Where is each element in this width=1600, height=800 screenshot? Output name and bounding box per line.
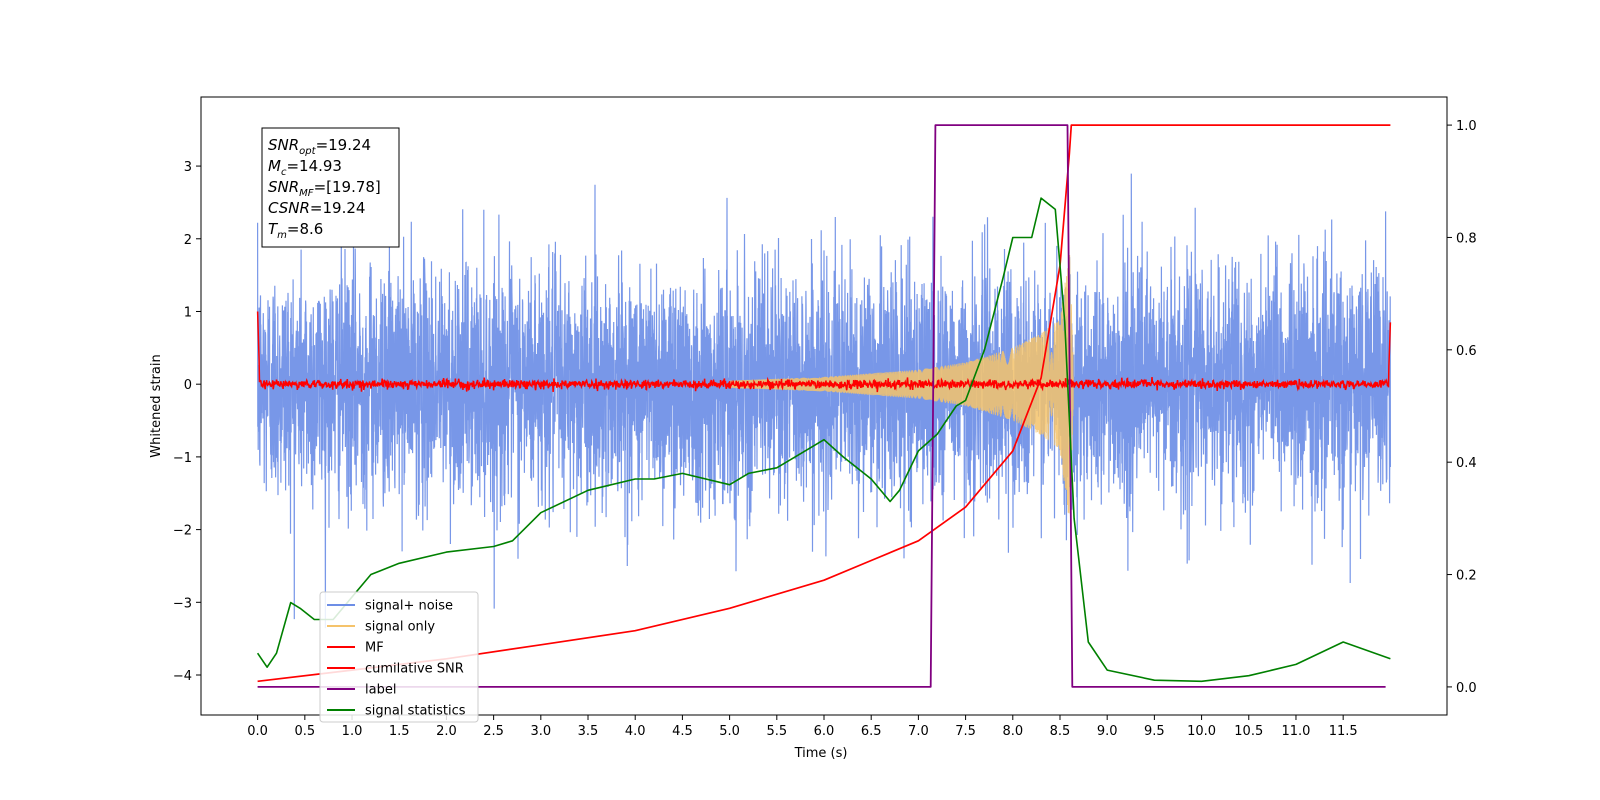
annotation-box: SNRopt=19.24Mc=14.93SNRMF=[19.78]CSNR=19… [261,127,400,248]
x-tick-label: 9.5 [1144,724,1165,739]
annotation-line: SNRopt=19.24 [268,136,371,157]
series-label [257,124,1386,688]
legend-entry: signal+ noise [365,599,453,614]
series-signal-statistics [256,197,1391,683]
x-tick-label: 7.0 [908,724,929,739]
x-tick-label: 4.0 [625,724,646,739]
x-tick-label: 6.5 [861,724,882,739]
annotation-line: CSNR=19.24 [268,199,365,217]
x-tick-label: 5.0 [719,724,740,739]
x-tick-label: 8.5 [1050,724,1071,739]
x-tick-label: 1.0 [342,724,363,739]
y2-tick-label: 0.0 [1456,681,1477,696]
y2-tick-label: 0.8 [1456,231,1477,246]
x-tick-label: 0.0 [247,724,268,739]
annotation-line: Mc=14.93 [268,157,342,178]
y-tick-label: −2 [173,524,192,539]
x-tick-label: 7.5 [955,724,976,739]
x-tick-label: 3.0 [530,724,551,739]
x-tick-label: 0.5 [294,724,315,739]
y-tick-label: 2 [184,233,192,248]
x-axis: 0.0 0.5 1.0 1.5 2.0 2.5 3.0 3.5 4.0 4.5 5.0 5.5 6.0 6… [247,715,1358,739]
y-axis-label: Whitened strain [149,354,164,457]
legend-entry: signal only [365,620,435,635]
legend: signal+ noise signal only MF cumilative SNR… [319,591,479,723]
x-axis-label: Time (s) [794,746,848,761]
y2-tick-label: 1.0 [1456,119,1477,134]
series-signal-noise [257,173,1391,629]
x-tick-label: 2.5 [483,724,504,739]
x-tick-label: 9.0 [1097,724,1118,739]
x-tick-label: 10.0 [1187,724,1216,739]
x-tick-label: 3.5 [578,724,599,739]
series-cumulative-snr [257,124,1391,683]
y-tick-label: −4 [173,669,192,684]
legend-entry: label [365,683,396,698]
y-tick-label: −3 [173,596,192,611]
y2-tick-label: 0.6 [1456,344,1477,359]
y-axis-right: 1.0 0.8 0.6 0.4 0.2 0.0 [1447,119,1477,696]
x-tick-label: 6.0 [814,724,835,739]
y-axis-left: 3 2 1 0 −1 −2 −3 −4 [173,160,201,684]
y-tick-label: −1 [173,451,192,466]
x-tick-label: 8.0 [1002,724,1023,739]
legend-entry: cumilative SNR [365,662,464,677]
y2-tick-label: 0.4 [1456,456,1477,471]
x-tick-label: 10.5 [1234,724,1263,739]
y2-tick-label: 0.2 [1456,569,1477,584]
annotation-line: Tm=8.6 [268,220,323,241]
x-tick-label: 5.5 [766,724,787,739]
annotation-line: SNRMF=[19.78] [268,178,381,199]
x-tick-label: 2.0 [436,724,457,739]
series-mf [256,311,1392,393]
legend-entry: signal statistics [365,704,466,719]
plot-area [256,124,1392,688]
x-tick-label: 11.5 [1329,724,1358,739]
annotation-frame [261,127,400,248]
x-tick-label: 1.5 [389,724,410,739]
x-tick-label: 11.0 [1281,724,1310,739]
legend-entry: MF [365,641,384,656]
y-tick-label: 1 [184,305,192,320]
y-tick-label: 3 [184,160,192,175]
legend-frame [319,591,479,723]
x-tick-label: 4.5 [672,724,693,739]
y-tick-label: 0 [184,378,192,393]
